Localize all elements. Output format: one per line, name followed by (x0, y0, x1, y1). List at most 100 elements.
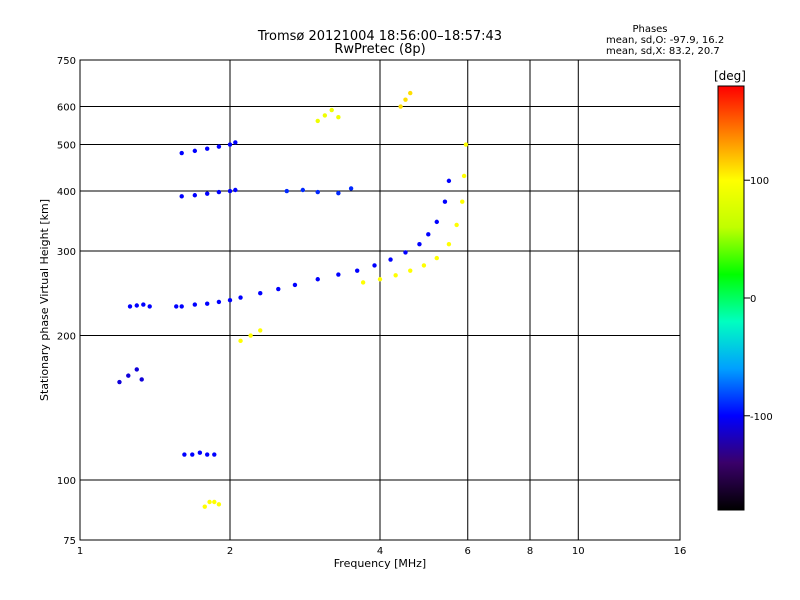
echo-point (408, 90, 413, 96)
echo-point (216, 144, 222, 149)
echo-point (182, 452, 187, 457)
y-tick-label: 200 (57, 332, 76, 343)
echo-point (117, 379, 122, 385)
data-points (117, 90, 469, 509)
echo-point (461, 173, 467, 179)
echo-point (315, 189, 320, 195)
echo-point (421, 263, 427, 268)
echo-point (202, 504, 207, 509)
echo-point (336, 115, 341, 120)
phases-stats-o: mean, sd,O: -97.9, 16.2 (606, 35, 724, 46)
echo-point (372, 263, 377, 268)
echo-point (179, 304, 184, 309)
echo-point (216, 299, 222, 305)
echo-point (174, 304, 179, 309)
colorbar-gradient (717, 85, 745, 511)
echo-point (463, 142, 469, 147)
echo-point (336, 272, 341, 277)
echo-point (216, 189, 222, 195)
x-tick-label: 2 (227, 546, 233, 557)
echo-point (238, 338, 243, 344)
y-tick-label: 100 (57, 476, 76, 487)
echo-point (204, 191, 210, 196)
echo-point (179, 194, 184, 199)
x-tick-label: 8 (527, 546, 533, 557)
echo-point (190, 452, 195, 457)
chart-title: Tromsø 20121004 18:56:00–18:57:43 (257, 29, 502, 44)
y-tick-label: 600 (57, 103, 76, 114)
echo-point (147, 304, 152, 309)
echo-point (403, 97, 408, 102)
echo-point (216, 502, 222, 507)
echo-point (192, 193, 198, 198)
echo-point (336, 190, 341, 196)
y-axis-label: Stationary phase Virtual Height [km] (38, 199, 51, 401)
x-tick-label: 10 (572, 546, 585, 557)
colorbar-label: [deg] (714, 69, 746, 83)
x-tick-label: 6 (465, 546, 471, 557)
echo-point (258, 291, 263, 296)
echo-point (408, 268, 413, 273)
echo-point (127, 304, 133, 309)
echo-point (434, 255, 439, 261)
echo-point (360, 280, 366, 285)
echo-point (233, 187, 238, 193)
x-axis-ticks: 1 2 4 6 8 10 16 (77, 546, 687, 557)
echo-point (454, 222, 459, 228)
echo-point (315, 277, 320, 282)
echo-point (300, 187, 306, 193)
colorbar-tick-label: -100 (750, 412, 773, 423)
echo-point (212, 452, 217, 457)
colorbar-tick-label: 100 (750, 176, 769, 187)
phases-stats-x: mean, sd,X: 83.2, 20.7 (606, 46, 720, 57)
colorbar-ticks: 100 0 -100 (744, 176, 773, 423)
echo-point (322, 113, 328, 118)
y-tick-label: 500 (57, 141, 76, 152)
echo-point (248, 333, 253, 338)
y-tick-label: 75 (63, 536, 76, 547)
echo-point (134, 367, 139, 372)
echo-point (329, 107, 334, 113)
plot-area: 1 2 4 6 8 10 16 75 100 200 300 400 500 600 750 (57, 56, 686, 557)
echo-point (258, 328, 263, 333)
echo-point (393, 273, 398, 278)
echo-point (434, 219, 439, 225)
echo-point (204, 301, 210, 306)
echo-point (417, 241, 422, 247)
echo-point (233, 140, 238, 145)
echo-point (403, 250, 408, 255)
colorbar-tick-label: 0 (750, 294, 756, 305)
echo-point (426, 232, 431, 237)
echo-point (238, 295, 243, 300)
echo-point (204, 146, 210, 151)
echo-point (446, 178, 452, 184)
chart-subtitle: RwPretec (8p) (334, 42, 425, 57)
grid-lines (80, 60, 680, 540)
x-tick-label: 1 (77, 546, 83, 557)
echo-point (284, 188, 289, 194)
echo-point (179, 150, 184, 156)
echo-point (348, 186, 354, 191)
echo-point (354, 268, 360, 273)
echo-point (139, 377, 144, 382)
echo-point (388, 257, 393, 262)
echo-point (377, 277, 383, 282)
echo-point (204, 452, 210, 457)
echo-point (212, 499, 217, 505)
y-tick-label: 750 (57, 56, 76, 67)
echo-point (207, 499, 212, 505)
x-tick-label: 16 (674, 546, 687, 557)
echo-point (192, 302, 198, 307)
echo-point (126, 373, 131, 378)
echo-point (315, 118, 320, 124)
echo-point (227, 142, 233, 147)
phase-colorbar: [deg] 100 0 -100 (714, 69, 773, 511)
echo-point (227, 297, 233, 303)
echo-point (276, 286, 281, 292)
y-tick-label: 400 (57, 187, 76, 198)
echo-point (292, 282, 298, 288)
phases-heading: Phases (632, 24, 667, 35)
echo-point (398, 104, 403, 109)
y-axis-ticks: 75 100 200 300 400 500 600 750 (57, 56, 76, 547)
